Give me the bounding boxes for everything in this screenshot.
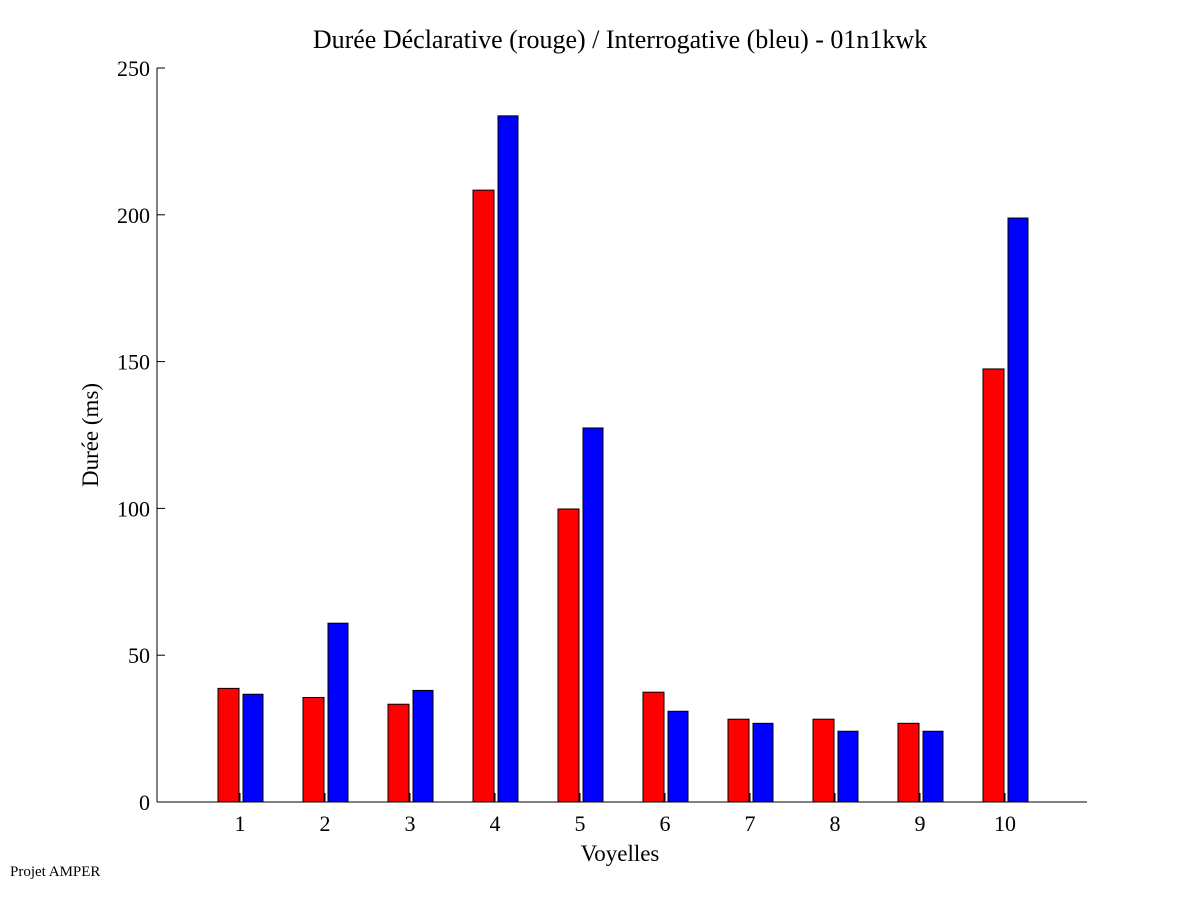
x-tick-label: 8: [830, 811, 841, 836]
x-axis-label: Voyelles: [581, 841, 660, 866]
x-tick-label: 3: [405, 811, 416, 836]
x-tick-label: 4: [490, 811, 501, 836]
x-tick-label: 2: [320, 811, 331, 836]
bar-declarative-5: [557, 508, 580, 803]
y-tick-label: 200: [117, 203, 150, 228]
bar-declarative-4: [472, 189, 495, 803]
bar-declarative-8: [812, 718, 835, 803]
bar-interrogative-3: [412, 689, 434, 803]
y-tick-label: 0: [139, 790, 150, 815]
bar-interrogative-1: [242, 693, 264, 803]
bar-interrogative-8: [837, 730, 859, 803]
bar-interrogative-5: [582, 427, 604, 803]
bar-declarative-6: [642, 691, 665, 803]
x-tick-label: 1: [235, 811, 246, 836]
x-tick-label: 7: [745, 811, 756, 836]
y-tick-label: 150: [117, 350, 150, 375]
bar-interrogative-4: [497, 115, 519, 803]
x-tick-label: 10: [994, 811, 1016, 836]
y-tick-label: 100: [117, 496, 150, 521]
bar-declarative-10: [982, 368, 1005, 803]
chart-title: Durée Déclarative (rouge) / Interrogativ…: [313, 25, 927, 54]
bar-declarative-2: [302, 696, 325, 803]
x-tick-label: 6: [660, 811, 671, 836]
x-tick-label: 9: [915, 811, 926, 836]
bar-declarative-7: [727, 718, 750, 803]
bar-declarative-3: [387, 703, 410, 803]
bar-declarative-9: [897, 722, 920, 803]
bar-interrogative-9: [922, 730, 944, 803]
bar-interrogative-6: [667, 710, 689, 803]
bar-interrogative-2: [327, 622, 349, 803]
bar-declarative-1: [217, 687, 240, 803]
x-tick-label: 5: [575, 811, 586, 836]
y-axis-label: Durée (ms): [78, 383, 103, 487]
y-tick-label: 250: [117, 56, 150, 81]
footer-credit: Projet AMPER: [10, 864, 101, 880]
bar-interrogative-10: [1007, 217, 1029, 803]
bar-interrogative-7: [752, 722, 774, 803]
y-tick-label: 50: [128, 643, 150, 668]
